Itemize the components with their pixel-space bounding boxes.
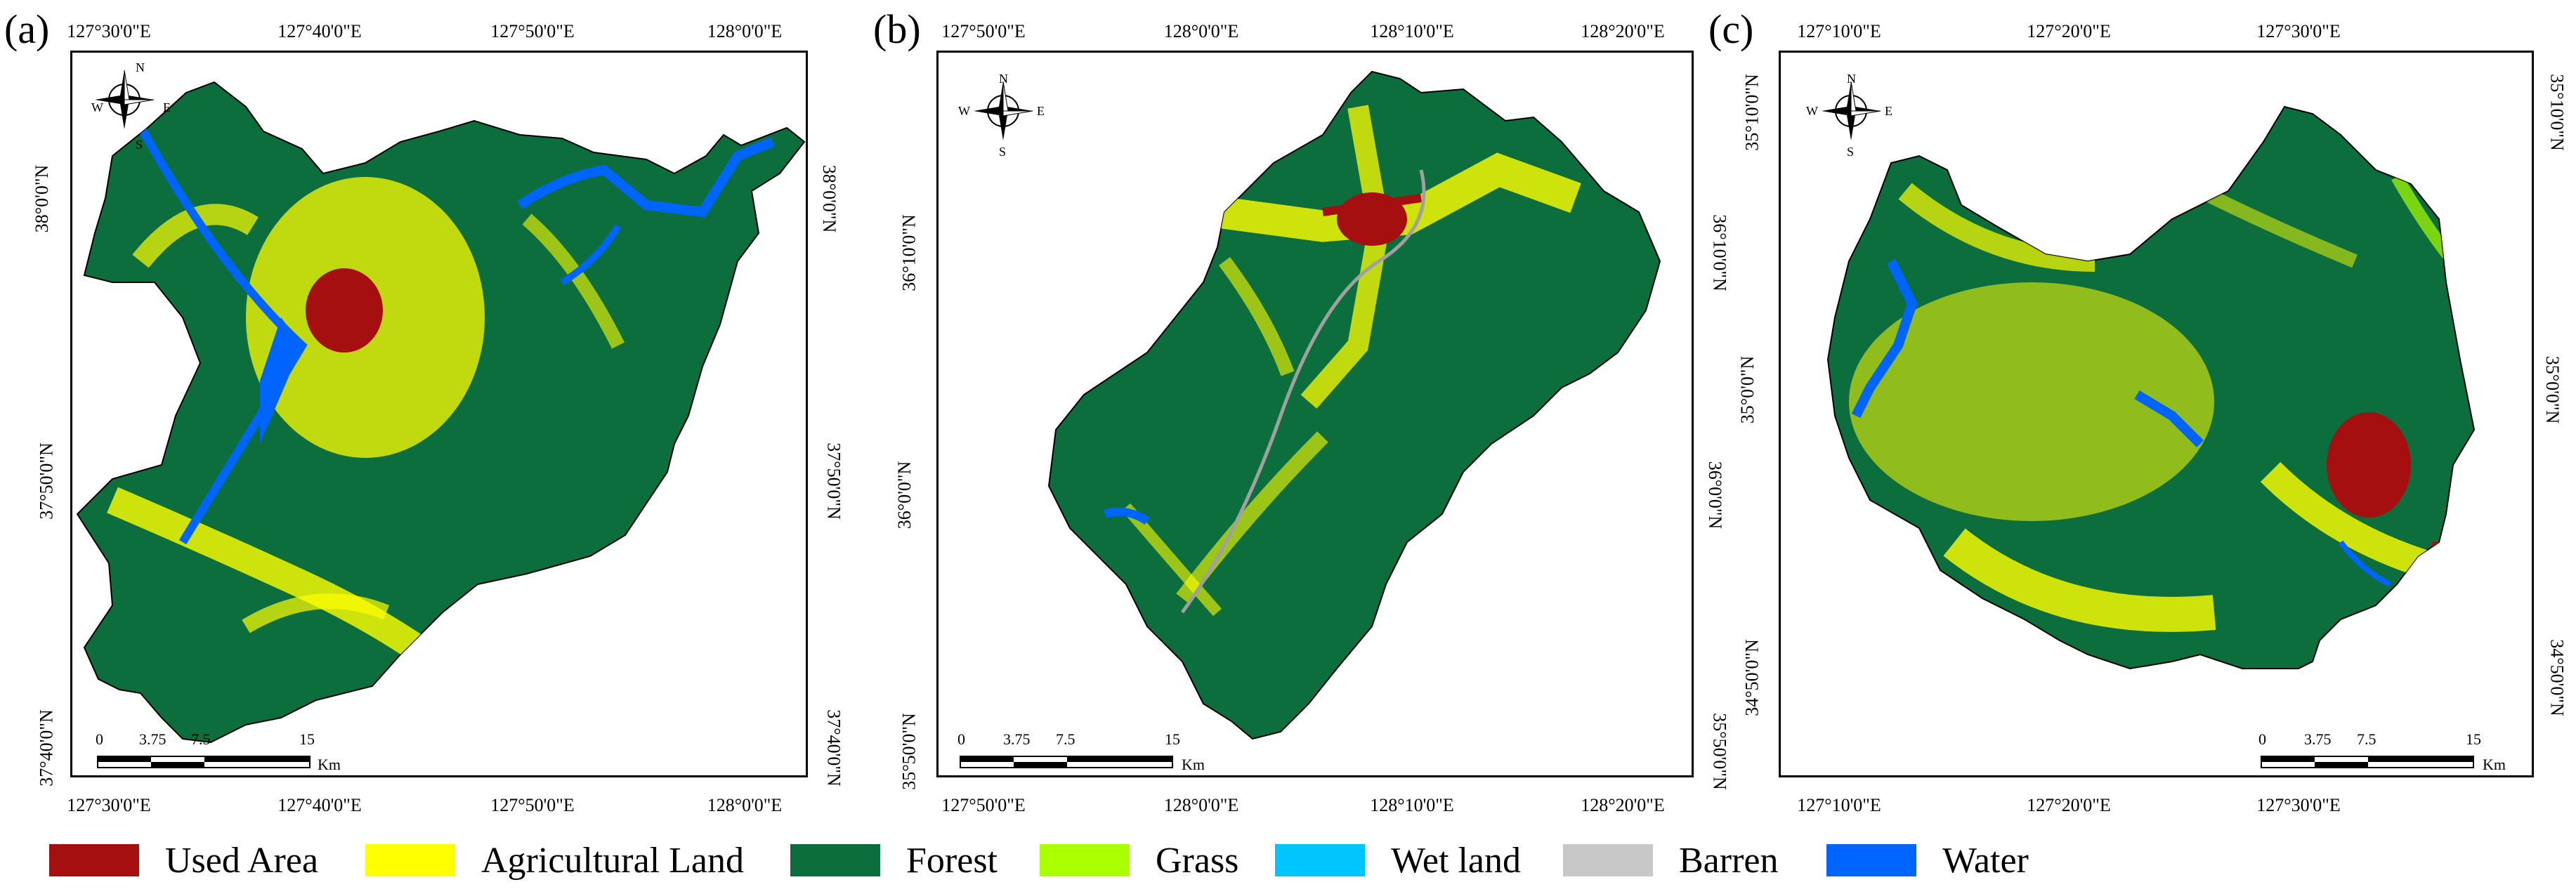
legend-swatch <box>1040 844 1130 876</box>
compass-east-label: E <box>163 100 171 114</box>
right-tick-label: 37°50'0"N <box>823 442 844 520</box>
left-tick-label: 35°50'0"N <box>898 713 920 790</box>
bottom-tick-label: 127°40'0"E <box>277 795 362 815</box>
scale-label: 7.5 <box>2357 730 2376 748</box>
bottom-tick-label: 128°0'0"E <box>1163 795 1239 815</box>
scale-unit: Km <box>318 756 341 773</box>
left-tick-label: 35°10'0"N <box>1741 74 1763 151</box>
bottom-tick-label: 128°20'0"E <box>1581 795 1665 815</box>
compass-east-label: E <box>1037 104 1045 118</box>
legend-swatch <box>49 844 139 876</box>
legend-swatch <box>365 844 455 876</box>
scale-label: 15 <box>2466 730 2481 748</box>
right-tick-label: 36°10'0"N <box>1709 214 1730 291</box>
compass-south-label: S <box>999 145 1007 159</box>
top-tick-label: 127°40'0"E <box>277 21 362 41</box>
scale-bar <box>2261 756 2474 768</box>
right-tick-label: 37°40'0"N <box>823 709 844 787</box>
scale-label: 0 <box>96 730 103 748</box>
scale-bar <box>960 756 1173 768</box>
scale-bar <box>97 756 310 768</box>
left-tick-label: 35°0'0"N <box>1737 355 1758 424</box>
scale-label: 15 <box>299 730 315 748</box>
legend-label: Grass <box>1156 841 1239 881</box>
right-tick-label: 35°10'0"N <box>2546 74 2568 151</box>
scale-unit: Km <box>2483 756 2506 773</box>
legend-label: Barren <box>1679 841 1779 881</box>
left-tick-label: 37°40'0"N <box>36 709 57 787</box>
top-tick-label: 127°30'0"E <box>2256 21 2341 41</box>
bottom-tick-label: 128°10'0"E <box>1370 795 1454 815</box>
right-tick-label: 34°50'0"N <box>2546 639 2568 716</box>
right-tick-label: 35°0'0"N <box>2542 355 2563 424</box>
scale-label: 7.5 <box>191 730 211 748</box>
top-tick-label: 127°10'0"E <box>1797 21 1881 41</box>
scale-label: 3.75 <box>1003 730 1031 748</box>
right-tick-label: 35°50'0"N <box>1709 713 1730 790</box>
legend-label: Forest <box>906 841 998 881</box>
compass-north-label: N <box>136 60 145 74</box>
compass-south-label: S <box>1847 145 1855 159</box>
scale-label: 0 <box>2258 730 2266 748</box>
compass-west-label: W <box>91 100 103 114</box>
scale-label: 3.75 <box>139 730 166 748</box>
top-tick-label: 128°0'0"E <box>707 21 783 41</box>
compass-north-label: N <box>1847 72 1856 86</box>
left-tick-label: 36°10'0"N <box>898 214 920 291</box>
compass-west-label: W <box>958 104 970 118</box>
top-tick-label: 128°10'0"E <box>1370 21 1454 41</box>
bottom-tick-label: 127°30'0"E <box>2256 795 2341 815</box>
legend-label: Agricultural Land <box>481 841 744 881</box>
bottom-tick-label: 127°50'0"E <box>490 795 575 815</box>
scale-label: 7.5 <box>1056 730 1075 748</box>
top-tick-label: 128°0'0"E <box>1163 21 1239 41</box>
land-cover-map-b <box>1047 70 1661 740</box>
north-arrow-icon <box>1822 81 1881 140</box>
land-cover-map-c <box>1826 105 2476 670</box>
scale-label: 3.75 <box>2304 730 2332 748</box>
compass-east-label: E <box>1885 104 1892 118</box>
bottom-tick-label: 127°50'0"E <box>941 795 1026 815</box>
legend-swatch <box>1275 844 1365 876</box>
top-tick-label: 127°20'0"E <box>2027 21 2111 41</box>
north-arrow-icon <box>95 70 155 129</box>
panel-label-b: (b) <box>873 6 921 52</box>
left-tick-label: 36°0'0"N <box>894 461 915 530</box>
legend-label: Used Area <box>165 841 319 881</box>
panel-label-a: (a) <box>4 6 50 52</box>
right-tick-label: 36°0'0"N <box>1705 461 1726 530</box>
bottom-tick-label: 128°0'0"E <box>707 795 783 815</box>
top-tick-label: 127°50'0"E <box>490 21 575 41</box>
north-arrow-icon <box>974 81 1033 140</box>
top-tick-label: 127°30'0"E <box>67 21 151 41</box>
compass-west-label: W <box>1806 104 1818 118</box>
legend-label: Water <box>1942 841 2029 881</box>
left-tick-label: 37°50'0"N <box>36 442 57 520</box>
top-tick-label: 128°20'0"E <box>1581 21 1665 41</box>
legend-label: Wet land <box>1391 841 1521 881</box>
legend-swatch <box>1563 844 1653 876</box>
land-cover-map-a <box>76 81 806 744</box>
top-tick-label: 127°50'0"E <box>941 21 1026 41</box>
bottom-tick-label: 127°10'0"E <box>1797 795 1881 815</box>
bottom-tick-label: 127°30'0"E <box>67 795 151 815</box>
compass-south-label: S <box>136 138 143 152</box>
legend-swatch <box>790 844 880 876</box>
left-tick-label: 38°0'0"N <box>32 164 53 233</box>
scale-label: 15 <box>1165 730 1180 748</box>
scale-label: 0 <box>957 730 965 748</box>
bottom-tick-label: 127°20'0"E <box>2027 795 2111 815</box>
panel-label-c: (c) <box>1708 6 1754 52</box>
legend-swatch <box>1826 844 1916 876</box>
left-tick-label: 34°50'0"N <box>1741 639 1763 716</box>
right-tick-label: 38°0'0"N <box>819 164 840 233</box>
scale-unit: Km <box>1182 756 1205 773</box>
compass-north-label: N <box>999 72 1008 86</box>
